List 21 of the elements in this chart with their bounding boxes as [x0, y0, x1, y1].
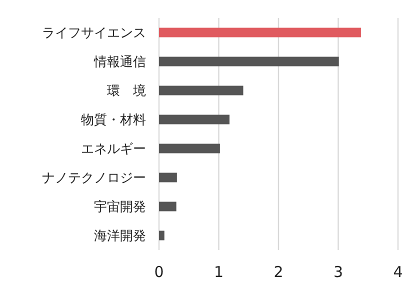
y-tick-label: 環 境 [107, 83, 146, 99]
bar [159, 230, 164, 240]
y-tick-label: エネルギー [81, 142, 146, 157]
y-tick-label: 情報通信 [93, 55, 146, 70]
bar [159, 28, 361, 38]
y-tick-label: 物質・材料 [81, 113, 146, 128]
bar [159, 202, 176, 212]
x-tick-label: 4 [393, 263, 403, 281]
bar [159, 144, 220, 154]
bar [159, 172, 177, 182]
x-tick-label: 2 [274, 263, 284, 281]
bar [159, 56, 339, 66]
y-tick-label: ライフサイエンス [42, 26, 146, 41]
bar [159, 86, 244, 96]
bar [159, 114, 230, 124]
y-tick-label: ナノテクノロジー [42, 171, 146, 186]
x-tick-label: 0 [154, 263, 164, 281]
x-tick-label: 3 [333, 263, 344, 281]
y-tick-label: 海洋開発 [94, 229, 146, 244]
x-tick-label: 1 [214, 263, 224, 281]
y-tick-label: 宇宙開発 [94, 199, 146, 215]
